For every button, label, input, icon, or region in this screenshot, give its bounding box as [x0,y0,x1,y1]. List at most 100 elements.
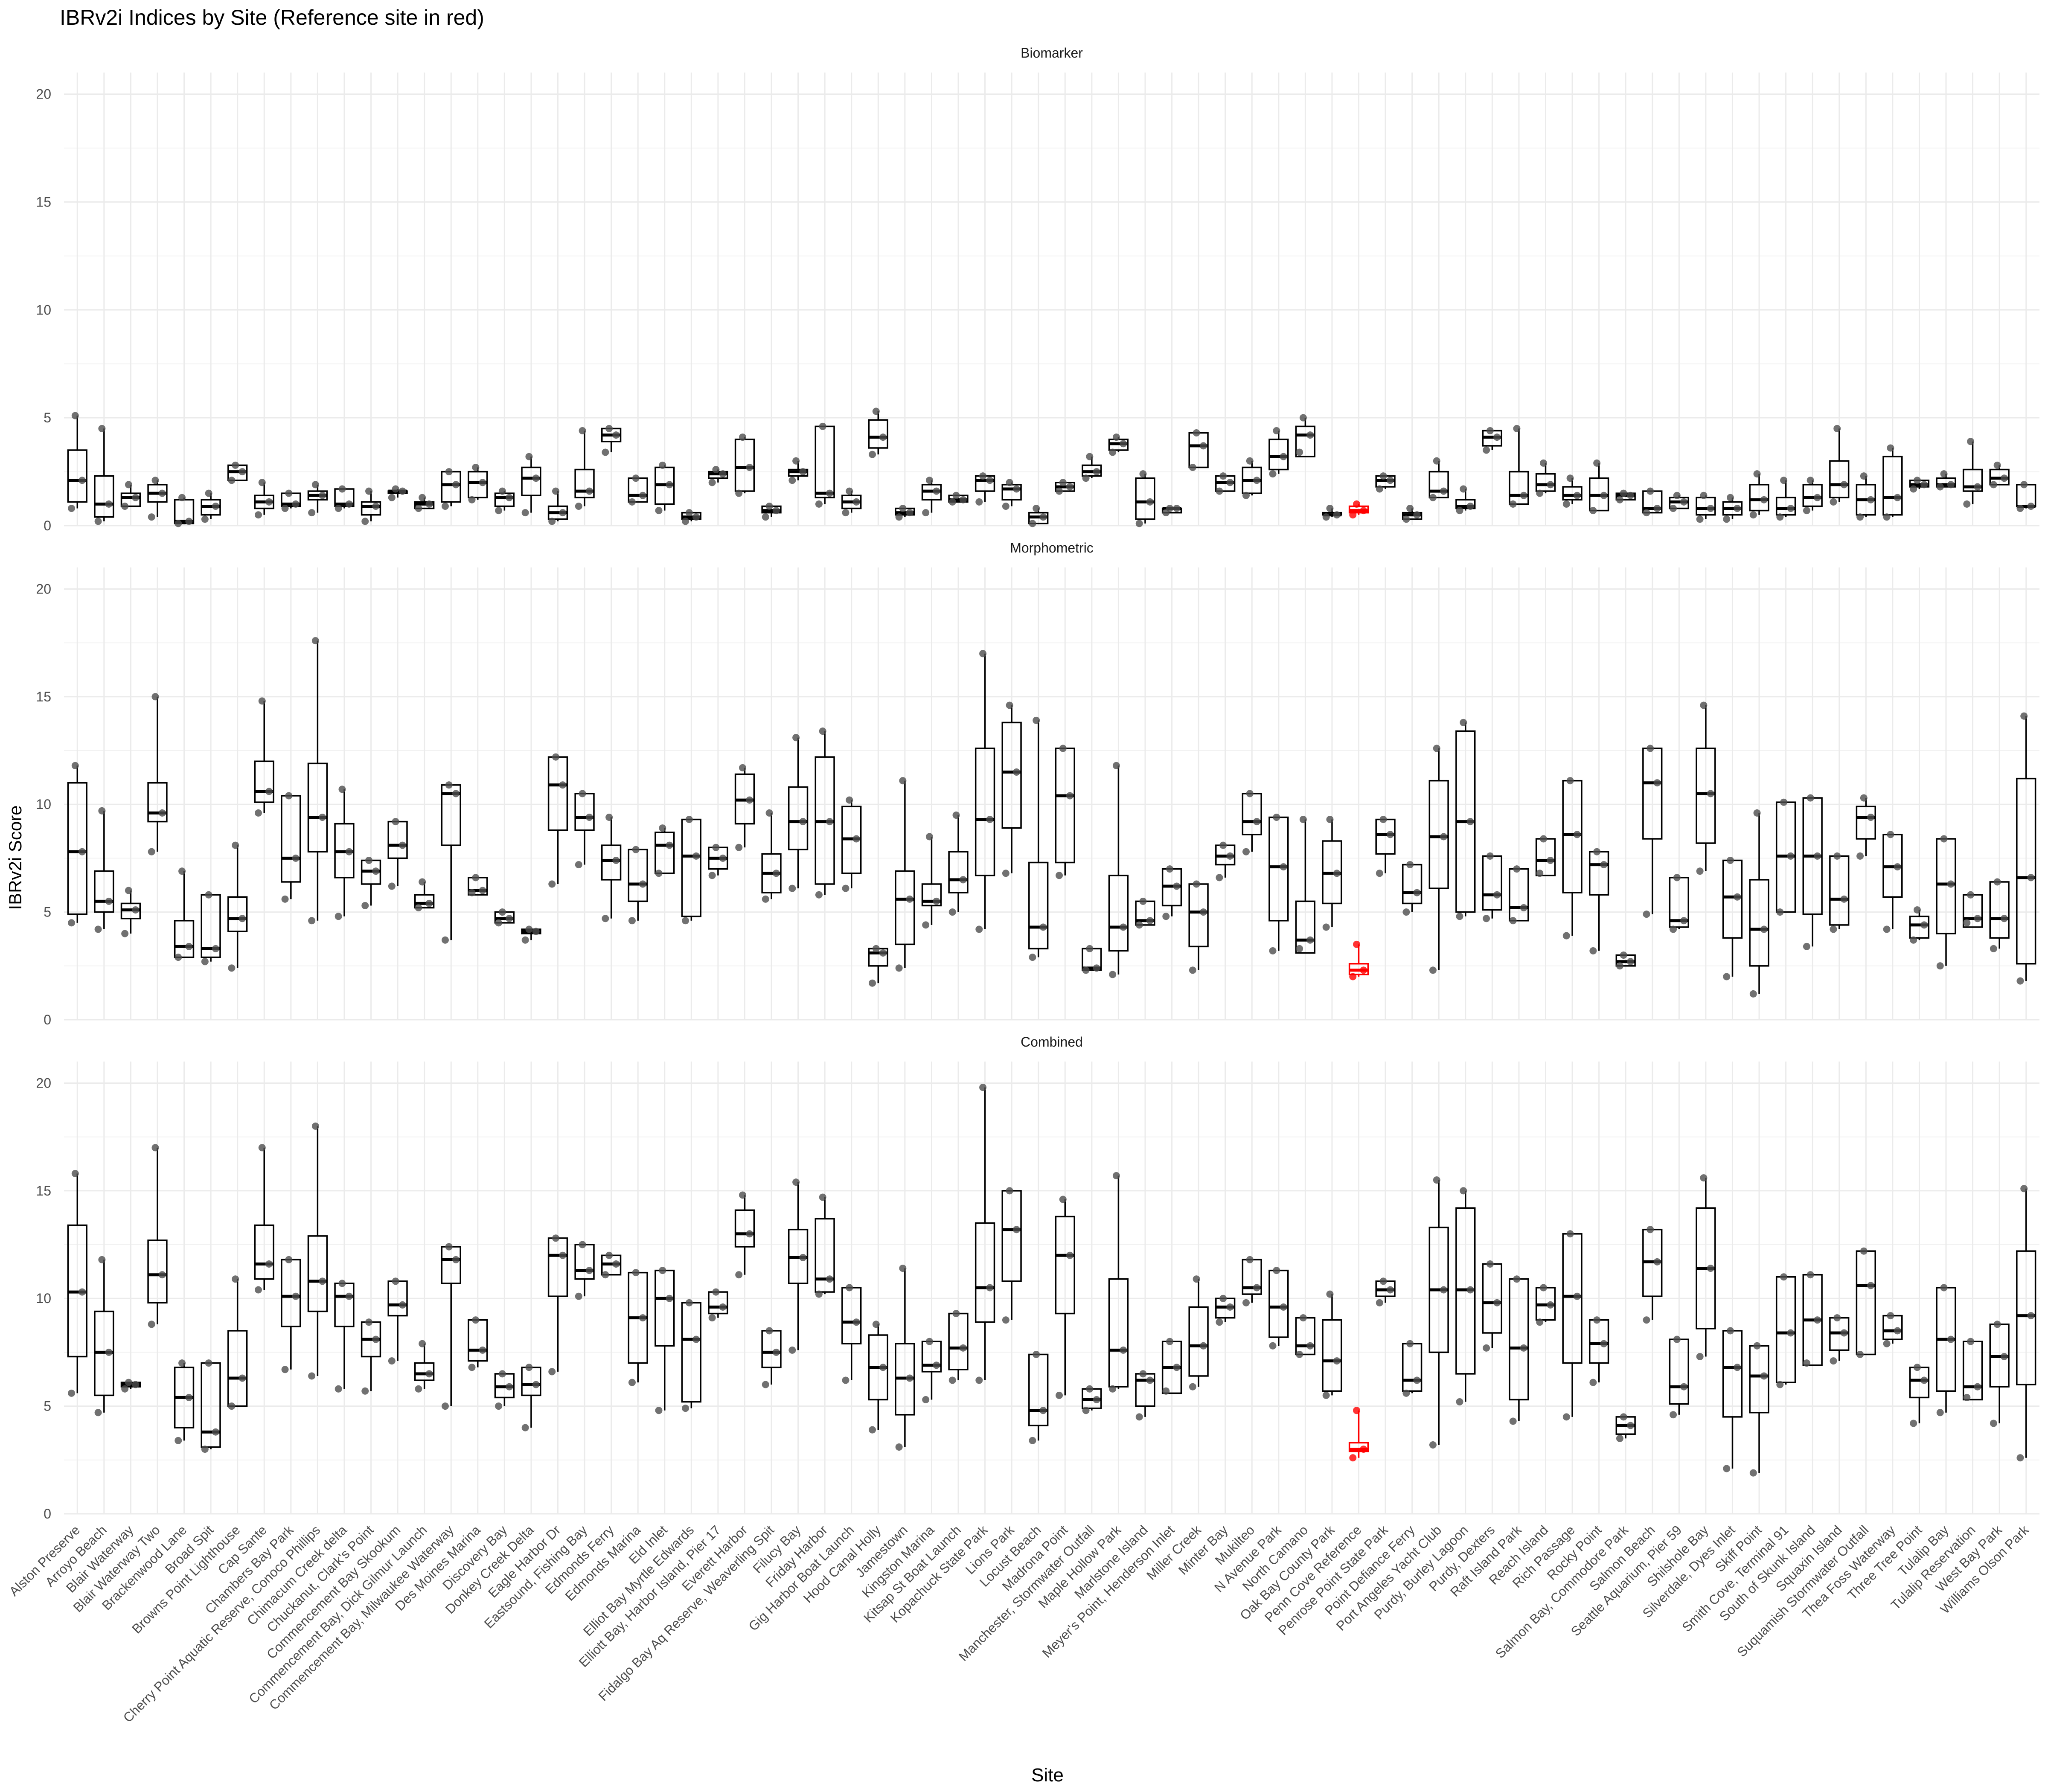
box-iqr [414,1362,435,1381]
data-point [666,1295,673,1302]
data-point [1326,505,1334,512]
data-point [1947,880,1955,888]
data-point [1460,485,1467,493]
data-point [1947,481,1955,489]
box-blair-waterway [120,1379,141,1393]
data-point [1803,507,1810,515]
data-point [201,515,209,523]
box-iqr [1962,468,1983,492]
data-point [933,897,940,905]
data-point [1993,878,2001,886]
data-point [281,895,289,903]
data-point [1173,505,1181,512]
data-point [895,513,903,521]
data-point [2020,1185,2028,1193]
box-raft-island-park [1509,1275,1529,1425]
data-point [1135,921,1143,929]
data-point [1002,870,1009,877]
box-eastsound-fishing-bay [574,1241,595,1300]
box-oak-bay-county-park [1322,816,1342,931]
data-point [415,904,422,912]
data-point [1833,425,1841,432]
box-friday-harbor [815,1193,835,1298]
box-silverdale-dyes-inlet [1722,856,1743,980]
data-point [105,897,113,905]
data-point [1039,923,1047,931]
box-iqr [414,894,435,909]
box-cherry-point-aquatic-reserve-conoco-phillips [307,1122,328,1380]
box-kopachuck-state-park [975,650,995,933]
box-iqr [67,449,87,503]
box-arroyo-beach [94,807,114,933]
box-purdy-burley-lagoon [1455,1187,1476,1406]
y-tick-label: 20 [36,87,51,102]
data-point [151,477,159,484]
data-point [788,477,796,484]
data-point [1940,470,1948,478]
data-point [799,468,807,476]
data-point [1813,852,1821,860]
data-point [1536,1318,1544,1326]
box-broad-spit [201,1359,221,1453]
box-cap-sante [254,1144,274,1294]
data-point [826,1275,833,1283]
data-point [815,1290,823,1298]
data-point [532,474,540,482]
data-point [1566,1230,1574,1238]
box-iqr [1055,1216,1075,1315]
data-point [1493,1299,1501,1306]
data-point [1146,498,1154,506]
data-point [232,461,239,469]
data-point [1353,500,1361,508]
data-point [1433,745,1440,752]
data-point [612,1260,620,1268]
data-point [388,494,396,501]
data-point [1803,1359,1810,1367]
box-iqr [1428,780,1449,889]
box-port-angeles-yacht-club [1428,745,1449,974]
box-rich-passage [1562,474,1583,508]
data-point [1913,477,1921,484]
box-iqr [1295,900,1316,954]
box-iqr [1936,477,1956,488]
data-point [1776,1381,1784,1388]
data-point [1787,1329,1795,1337]
data-point [979,1084,987,1091]
data-point [1066,1251,1074,1259]
data-point [1376,1299,1383,1306]
box-salmon-beach [1642,1226,1663,1324]
data-point [335,505,342,512]
box-miller-creek [1188,1275,1209,1391]
data-point [1913,906,1921,914]
box-south-of-skunk-island [1802,477,1823,515]
data-point [1780,477,1788,484]
box-commencement-bay-milwaukee-waterway [441,1243,461,1410]
box-iqr [361,501,381,516]
box-eld-inlet [655,824,675,877]
data-point [265,1260,273,1268]
data-point [228,1402,236,1410]
box-filucy-bay [788,457,809,484]
box-lions-park [1001,701,1022,877]
box-iqr [1348,1442,1369,1452]
data-point [338,485,346,493]
data-point [338,1280,346,1287]
box-suquamish-stormwater-outfall [1856,472,1876,521]
data-point [1242,492,1250,499]
data-point [1402,1389,1410,1397]
data-point [1002,1316,1009,1324]
box-friday-harbor [815,727,835,899]
box-madrona-point [1055,479,1075,495]
data-point [1910,1420,1917,1427]
data-point [1086,1385,1094,1393]
y-tick-label: 5 [44,410,51,425]
data-point [158,809,166,817]
box-locust-beach [1028,1350,1049,1444]
box-iqr [1108,875,1129,952]
box-tulalip-reservation [1962,1338,1983,1401]
data-point [1883,925,1891,933]
data-point [1787,505,1795,512]
data-point [265,788,273,795]
box-meyer-s-point-henderson-inlet [1161,1338,1182,1395]
data-point [399,841,406,849]
